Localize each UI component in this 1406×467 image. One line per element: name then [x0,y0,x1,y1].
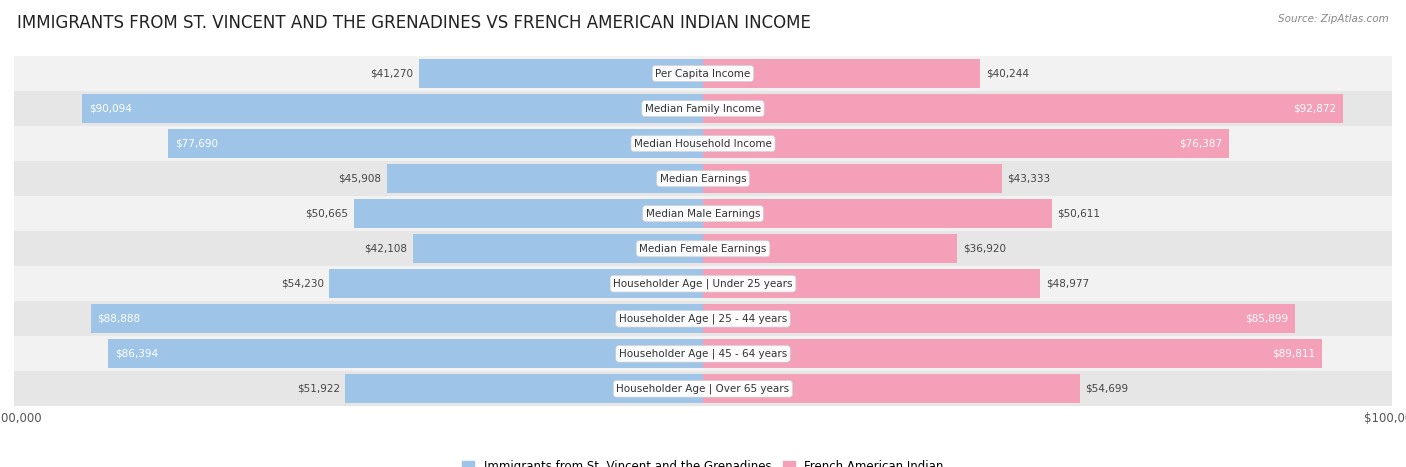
Text: Householder Age | Under 25 years: Householder Age | Under 25 years [613,278,793,289]
Text: $50,611: $50,611 [1057,209,1099,219]
Legend: Immigrants from St. Vincent and the Grenadines, French American Indian: Immigrants from St. Vincent and the Gren… [457,455,949,467]
Bar [346,375,703,403]
Text: $45,908: $45,908 [339,174,381,184]
Text: $43,333: $43,333 [1007,174,1050,184]
Bar [413,234,703,263]
Text: $76,387: $76,387 [1180,139,1222,149]
Bar [14,371,1392,406]
Text: $50,665: $50,665 [305,209,349,219]
Bar [703,129,1229,158]
Bar [703,59,980,88]
Text: $89,811: $89,811 [1272,349,1315,359]
Bar [703,199,1052,228]
Bar [14,301,1392,336]
Text: Median Female Earnings: Median Female Earnings [640,244,766,254]
Text: $54,699: $54,699 [1085,384,1129,394]
Bar [703,234,957,263]
Text: $92,872: $92,872 [1294,104,1336,113]
Bar [14,91,1392,126]
Bar [14,56,1392,91]
Bar [703,304,1295,333]
Text: $85,899: $85,899 [1244,314,1288,324]
Text: $54,230: $54,230 [281,279,323,289]
Text: Median Household Income: Median Household Income [634,139,772,149]
Bar [83,94,703,123]
Text: $90,094: $90,094 [89,104,132,113]
Bar [329,269,703,298]
Text: Householder Age | 45 - 64 years: Householder Age | 45 - 64 years [619,348,787,359]
Bar [14,266,1392,301]
Text: Householder Age | Over 65 years: Householder Age | Over 65 years [616,383,790,394]
Bar [14,336,1392,371]
Text: $41,270: $41,270 [370,69,413,78]
Bar [703,269,1040,298]
Text: $51,922: $51,922 [297,384,340,394]
Bar [14,126,1392,161]
Text: Per Capita Income: Per Capita Income [655,69,751,78]
Text: $36,920: $36,920 [963,244,1005,254]
Text: $86,394: $86,394 [115,349,157,359]
Bar [703,94,1343,123]
Bar [387,164,703,193]
Bar [108,340,703,368]
Text: $77,690: $77,690 [174,139,218,149]
Text: Median Earnings: Median Earnings [659,174,747,184]
Bar [14,196,1392,231]
Bar [14,161,1392,196]
Bar [703,340,1322,368]
Bar [167,129,703,158]
Bar [419,59,703,88]
Bar [354,199,703,228]
Text: Median Male Earnings: Median Male Earnings [645,209,761,219]
Text: $42,108: $42,108 [364,244,408,254]
Text: IMMIGRANTS FROM ST. VINCENT AND THE GRENADINES VS FRENCH AMERICAN INDIAN INCOME: IMMIGRANTS FROM ST. VINCENT AND THE GREN… [17,14,811,32]
Bar [90,304,703,333]
Text: $88,888: $88,888 [97,314,141,324]
Text: $48,977: $48,977 [1046,279,1090,289]
Text: Source: ZipAtlas.com: Source: ZipAtlas.com [1278,14,1389,24]
Text: Median Family Income: Median Family Income [645,104,761,113]
Bar [703,375,1080,403]
Bar [703,164,1001,193]
Bar [14,231,1392,266]
Text: Householder Age | 25 - 44 years: Householder Age | 25 - 44 years [619,313,787,324]
Text: $40,244: $40,244 [986,69,1029,78]
